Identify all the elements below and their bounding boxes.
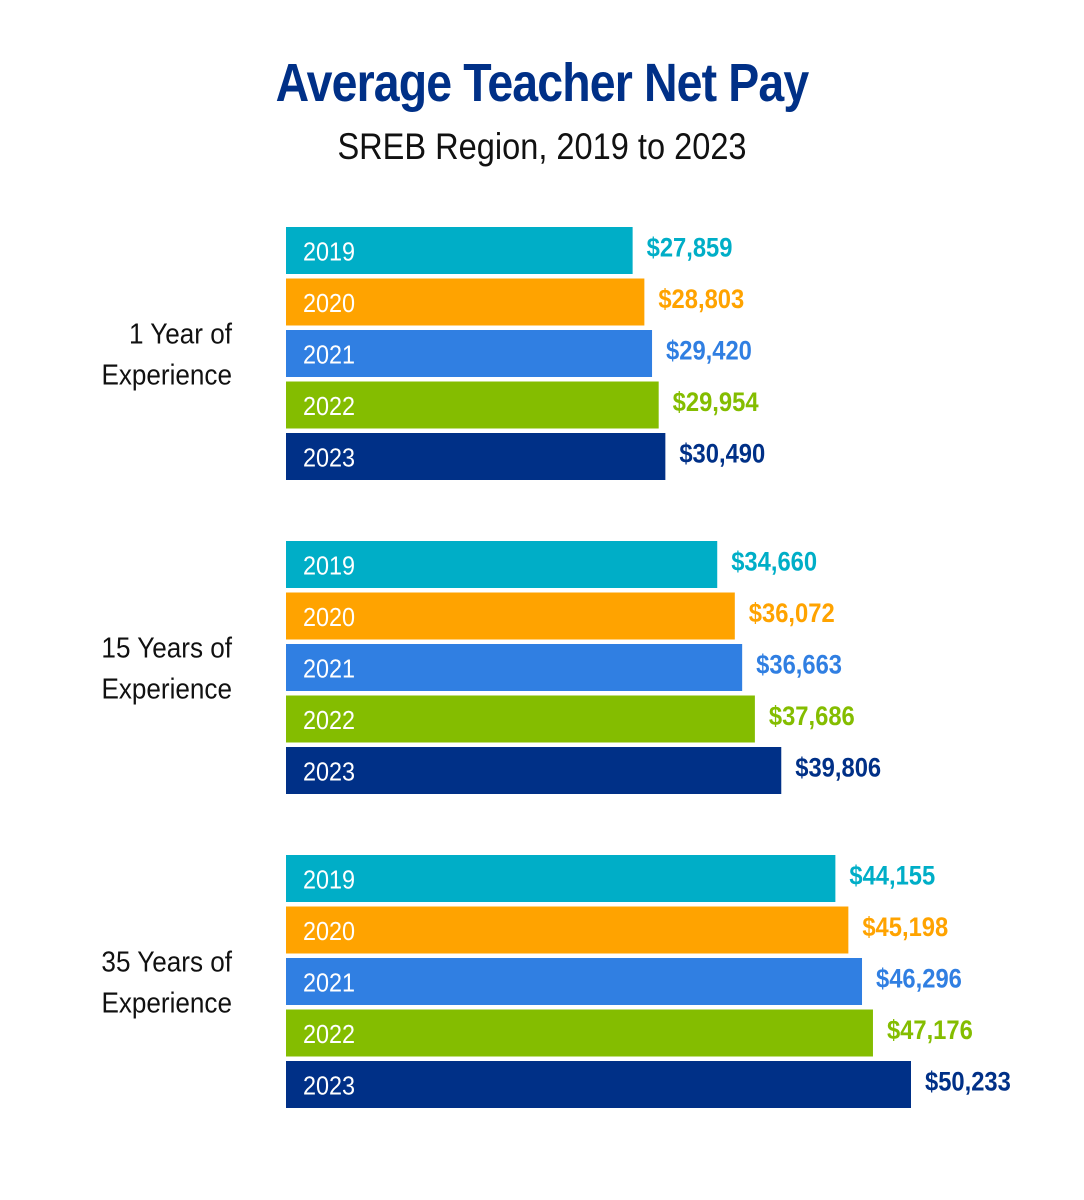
bar-value-label: $34,660 [731, 547, 817, 577]
bar-value-label: $50,233 [925, 1067, 1011, 1097]
bar-value-label: $29,954 [673, 388, 759, 418]
bar [286, 1009, 873, 1057]
bar [286, 958, 863, 1005]
chart-subtitle: SREB Region, 2019 to 2023 [337, 126, 747, 167]
bar-value-label: $44,155 [849, 861, 935, 891]
bar-year-label: 2022 [303, 707, 355, 735]
bar-year-label: 2022 [303, 1021, 355, 1049]
bar-year-label: 2021 [303, 341, 355, 369]
bar-year-label: 2020 [303, 604, 355, 632]
bar-value-label: $37,686 [769, 702, 855, 732]
bar-value-label: $45,198 [862, 913, 948, 943]
bar-year-label: 2020 [303, 918, 355, 946]
bar-value-label: $46,296 [876, 964, 962, 994]
bar-year-label: 2021 [303, 969, 355, 997]
group-label: Experience [101, 358, 232, 391]
bar-year-label: 2020 [303, 290, 355, 318]
bar-year-label: 2019 [303, 552, 355, 580]
bar [286, 330, 653, 377]
bar-value-label: $28,803 [658, 285, 744, 315]
bar-value-label: $30,490 [679, 439, 765, 469]
group-label: 35 Years of [101, 945, 232, 978]
bar [286, 906, 849, 954]
bar [286, 541, 718, 588]
group-label: Experience [101, 672, 232, 705]
bar-value-label: $27,859 [647, 233, 733, 263]
bar [286, 592, 735, 640]
bar-year-label: 2023 [303, 1072, 355, 1100]
bar [286, 278, 645, 326]
bar-value-label: $36,072 [749, 599, 835, 629]
bar-year-label: 2023 [303, 758, 355, 786]
group-label: 15 Years of [101, 631, 232, 664]
bar-value-label: $29,420 [666, 336, 752, 366]
bar-year-label: 2021 [303, 655, 355, 683]
bar-year-label: 2019 [303, 238, 355, 266]
bar [286, 381, 659, 429]
chart-title: Average Teacher Net Pay [275, 53, 809, 113]
group-label: Experience [101, 986, 232, 1019]
bar-year-label: 2022 [303, 393, 355, 421]
bar [286, 433, 666, 480]
bar-value-label: $36,663 [756, 650, 842, 680]
bar [286, 644, 743, 691]
bar [286, 747, 782, 794]
bar-year-label: 2019 [303, 866, 355, 894]
group-label: 1 Year of [129, 317, 232, 350]
bar [286, 227, 633, 274]
bar-year-label: 2023 [303, 444, 355, 472]
bar-value-label: $47,176 [887, 1016, 973, 1046]
bar-value-label: $39,806 [795, 753, 881, 783]
bar [286, 855, 836, 902]
bar [286, 695, 755, 743]
bar [286, 1061, 911, 1108]
